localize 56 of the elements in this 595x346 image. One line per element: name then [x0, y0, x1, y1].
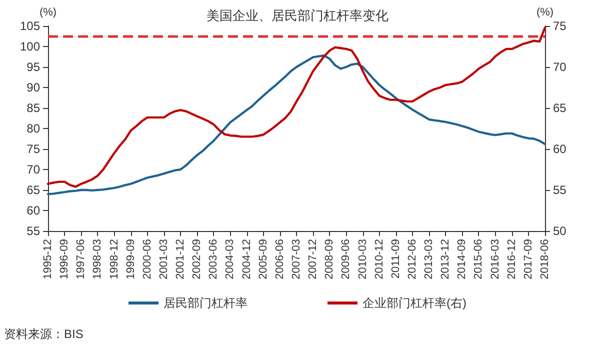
x-tick-label: 2006-06 [274, 239, 286, 280]
x-tick-label: 1995-12 [42, 239, 54, 280]
y-tick-label: 70 [26, 162, 40, 176]
x-tick-label: 2007-12 [307, 239, 320, 280]
x-tick-label: 2010-12 [373, 239, 386, 280]
y2-tick-label: 55 [553, 183, 567, 197]
legend-label: 居民部门杠杆率 [164, 296, 248, 310]
y-tick-label: 105 [20, 19, 40, 33]
y-tick-label: 60 [26, 204, 40, 218]
x-tick-label: 2003-06 [208, 239, 220, 280]
y-tick-label: 95 [26, 60, 40, 74]
y-tick-label: 75 [26, 142, 40, 156]
x-tick-label: 2014-09 [456, 239, 468, 280]
x-tick-label: 2016-12 [506, 239, 518, 280]
legend-label: 企业部门杠杆率(右) [362, 296, 467, 310]
chart-title: 美国企业、居民部门杠杆率变化 [206, 8, 388, 23]
x-tick-label: 2011-09 [390, 239, 402, 279]
y-tick-label: 85 [26, 101, 40, 115]
y-tick-label: 55 [26, 224, 40, 238]
x-tick-label: 2010-03 [356, 239, 369, 280]
x-tick-label: 2005-09 [257, 239, 270, 280]
y2-tick-label: 65 [553, 101, 567, 115]
x-tick-label: 1997-06 [75, 239, 88, 280]
y-tick-label: 65 [26, 183, 40, 197]
x-tick-label: 2002-09 [191, 239, 204, 280]
x-tick-label: 2013-03 [423, 239, 436, 280]
line-series [46, 54, 546, 196]
y2-tick-label: 50 [553, 224, 567, 238]
x-tick-label: 2013-12 [440, 239, 452, 280]
x-tick-label: 2016-03 [489, 239, 502, 280]
x-tick-label: 2012-06 [406, 239, 418, 280]
x-tick-label: 2007-03 [290, 239, 302, 280]
x-tick-label: 2000-06 [141, 239, 154, 280]
y2-axis-title: (%) [536, 6, 554, 18]
y2-tick-label: 70 [553, 60, 567, 74]
x-tick-label: 1998-12 [108, 239, 120, 280]
x-tick-label: 1999-09 [124, 239, 137, 280]
x-tick-label: 2004-03 [224, 239, 236, 280]
y2-tick-label: 60 [553, 142, 567, 156]
y-tick-label: 90 [26, 80, 40, 94]
x-tick-label: 1998-03 [92, 239, 104, 280]
x-tick-label: 2001-03 [158, 239, 170, 280]
x-tick-label: 2017-09 [522, 239, 534, 280]
line-series [46, 26, 546, 188]
x-tick-label: 2015-06 [472, 239, 485, 280]
x-tick-label: 2009-06 [340, 239, 352, 280]
x-tick-label: 1996-09 [58, 239, 71, 280]
y-tick-label: 100 [20, 40, 40, 54]
y-tick-label: 80 [26, 122, 40, 136]
text: 资料来源：BIS [4, 327, 84, 341]
x-tick-label: 2001-12 [174, 239, 187, 280]
x-tick-label: 2004-12 [240, 239, 253, 280]
y2-tick-label: 75 [553, 19, 567, 33]
x-tick-label: 2008-09 [324, 239, 336, 280]
y-axis-title: (%) [39, 6, 57, 18]
x-tick-label: 2018-06 [539, 239, 551, 280]
